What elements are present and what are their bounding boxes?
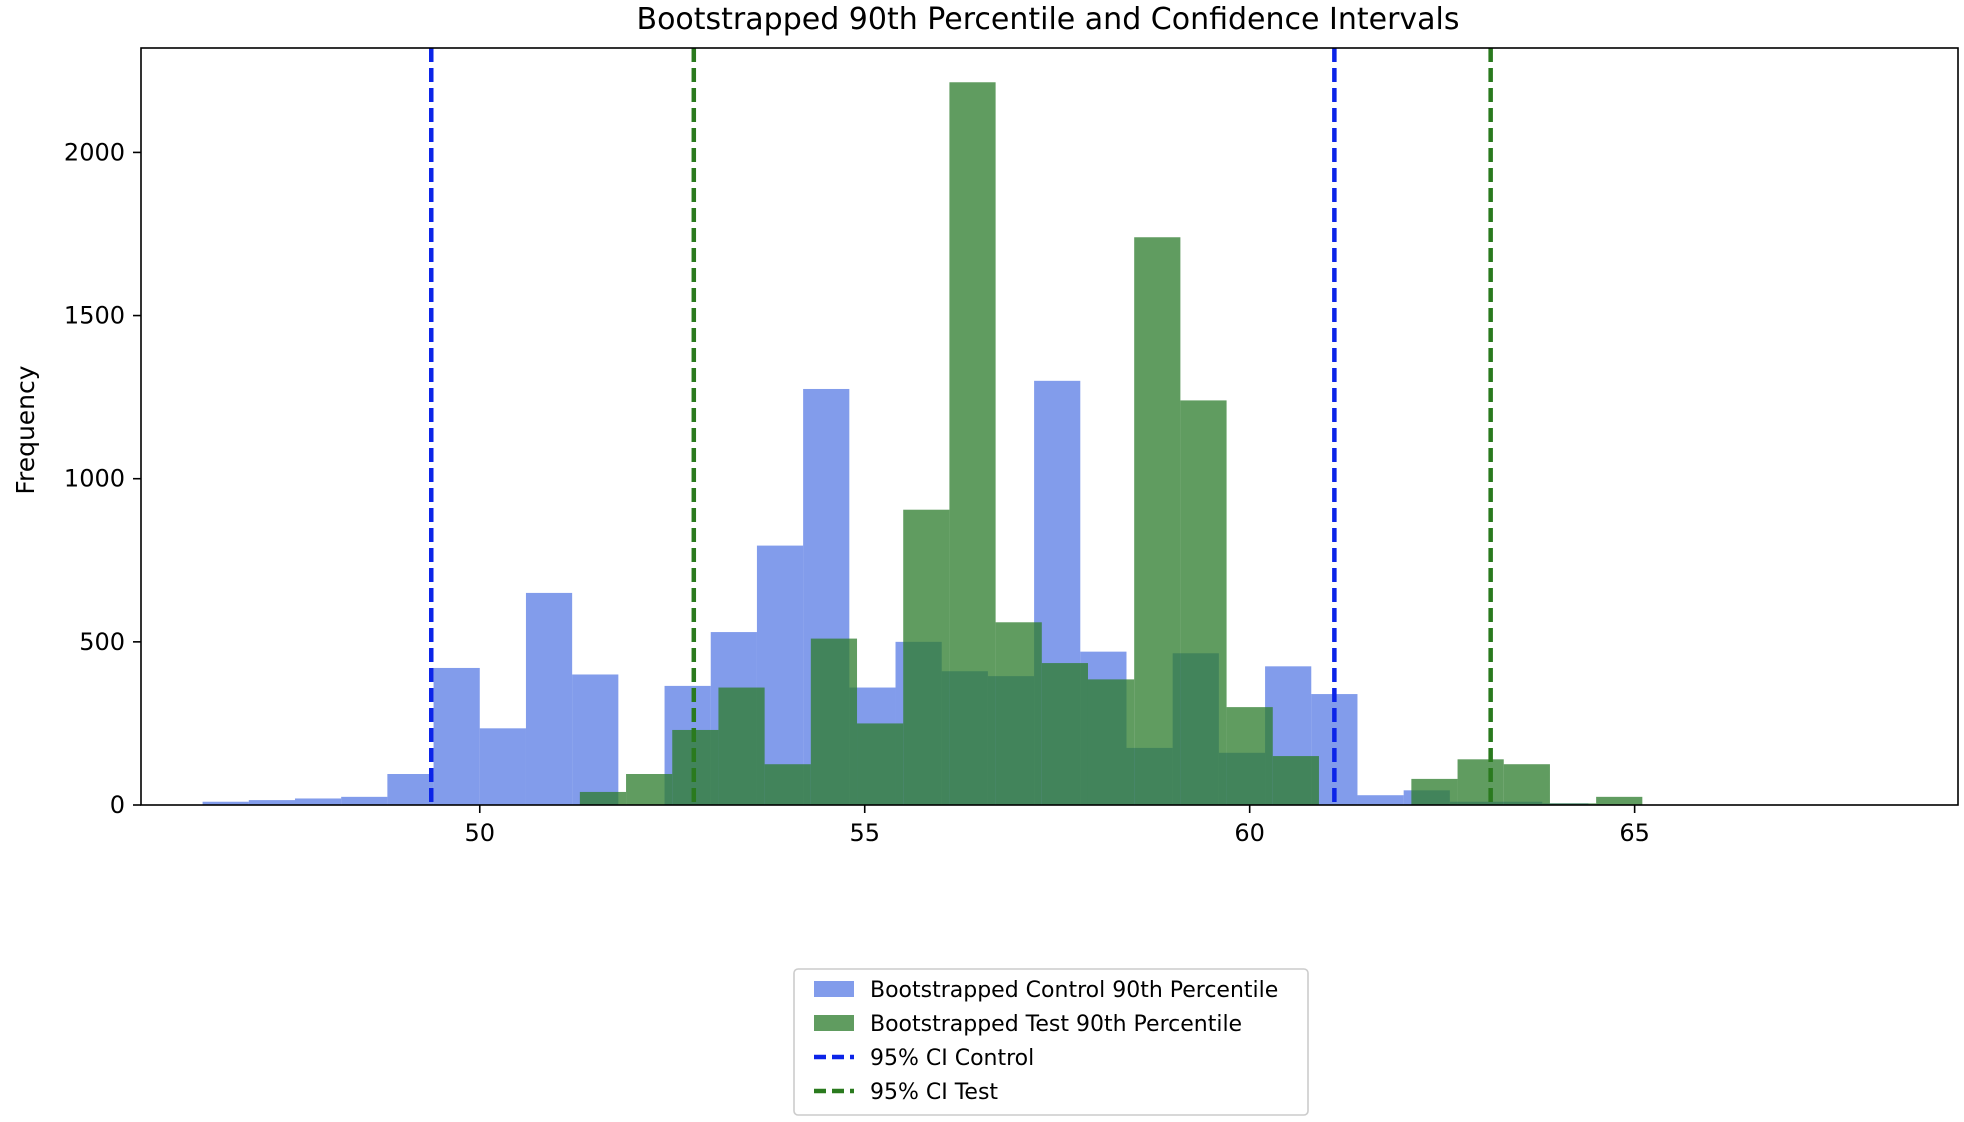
histogram-bar-series-1-bin-3 [718,687,765,805]
legend: Bootstrapped Control 90th Percentile Boot… [793,968,1309,1116]
y-axis-label: Frequency [11,365,40,494]
histogram-bar-series-1-bin-9 [995,622,1042,805]
legend-label-3: 95% CI Test [870,1080,998,1105]
histogram-bar-series-0-bin-1 [248,800,295,805]
histogram-bar-series-1-bin-8 [949,82,996,806]
histogram-bar-series-1-bin-4 [764,764,811,805]
plot-area [140,47,1959,806]
histogram-bar-series-1-bin-11 [1087,679,1135,805]
legend-label-0: Bootstrapped Control 90th Percentile [870,978,1278,1003]
histogram-bar-series-0-bin-3 [341,796,388,805]
histogram-bar-series-0-bin-4 [387,774,434,805]
legend-label-1: Bootstrapped Test 90th Percentile [870,1012,1242,1037]
histogram-bar-series-0-bin-5 [433,667,480,805]
histogram-bar-series-1-bin-22 [1596,796,1643,805]
histogram-bar-series-1-bin-14 [1226,707,1273,805]
y-tick-label-1: 500 [79,628,125,656]
histogram-bar-series-0-bin-7 [525,592,573,805]
chart-title: Bootstrapped 90th Percentile and Confide… [636,2,1459,37]
legend-label-2: 95% CI Control [870,1046,1034,1071]
x-tick-label-3: 65 [1619,819,1650,847]
x-tick-label-2: 60 [1234,819,1265,847]
histogram-bar-series-1-bin-7 [903,509,950,805]
histogram-bar-series-1-bin-0 [579,791,627,805]
confidence-interval-lines [429,48,1493,805]
histogram-bar-series-1-bin-1 [626,774,673,805]
histogram-bar-series-0-bin-0 [202,801,249,805]
y-tick-label-3: 1500 [64,302,125,330]
legend-box [793,968,1309,1116]
histogram-bar-series-1-bin-6 [857,723,904,805]
x-tick-label-0: 50 [464,819,495,847]
histogram-bar-series-1-bin-5 [810,638,858,805]
legend-swatch-1 [814,1015,854,1031]
histogram-bar-series-0-bin-6 [479,728,526,805]
x-axis-ticks: 50 55 60 65 [464,805,1650,847]
y-tick-label-0: 0 [110,791,125,819]
y-axis-ticks: 0 500 1000 1500 2000 [64,138,141,819]
legend-swatch-0 [814,981,854,997]
histogram-bar-series-1-bin-21 [1549,803,1597,805]
histogram-bar-series-1-bin-13 [1180,400,1227,805]
histogram-bar-series-0-bin-2 [294,798,342,805]
histogram-bar-series-1-bin-10 [1041,663,1088,805]
x-tick-label-1: 55 [849,819,880,847]
histogram-bar-series-1-bin-18 [1411,778,1458,805]
histogram-bar-series-0-bin-25 [1357,795,1404,805]
histogram-bar-series-1-bin-20 [1503,764,1550,805]
histogram-bars [202,82,1643,806]
axes-frame [140,47,1959,806]
histogram-bar-series-1-bin-19 [1457,759,1504,805]
y-tick-label-4: 2000 [64,138,125,166]
y-tick-label-2: 1000 [64,465,125,493]
histogram-bar-series-1-bin-15 [1272,756,1319,805]
histogram-bar-series-0-bin-8 [572,674,619,805]
histogram-bar-series-1-bin-12 [1134,237,1181,805]
